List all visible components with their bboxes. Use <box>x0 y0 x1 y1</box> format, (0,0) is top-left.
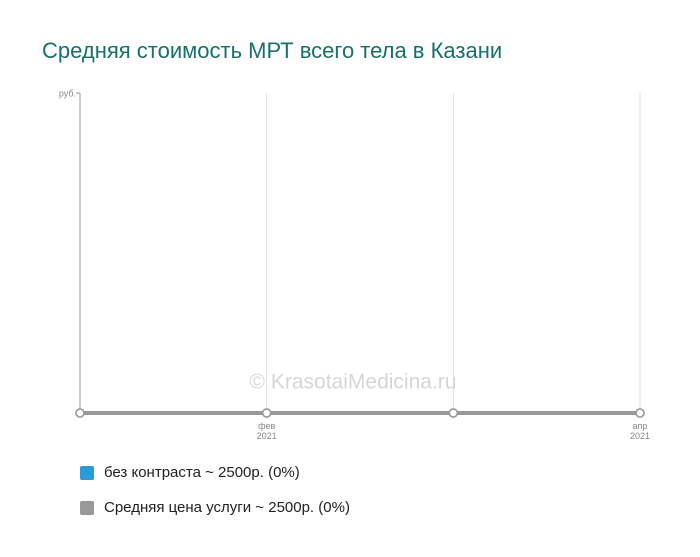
series-point <box>635 408 645 418</box>
chart-title: Средняя стоимость МРТ всего тела в Казан… <box>42 38 502 63</box>
legend-swatch <box>80 501 94 515</box>
series-point <box>261 408 272 418</box>
series-point <box>75 408 85 418</box>
watermark: © KrasotaiMedicina.ru <box>250 371 457 394</box>
y-axis-label: руб. <box>59 88 76 98</box>
legend-label: Средняя цена услуги ~ 2500р. (0%) <box>104 499 350 516</box>
legend-label: без контраста ~ 2500р. (0%) <box>104 464 300 481</box>
x-tick-label: апр 2021 <box>630 421 650 441</box>
series-point <box>448 408 459 418</box>
x-tick-label: фев 2021 <box>257 421 277 441</box>
legend-swatch <box>80 466 94 480</box>
